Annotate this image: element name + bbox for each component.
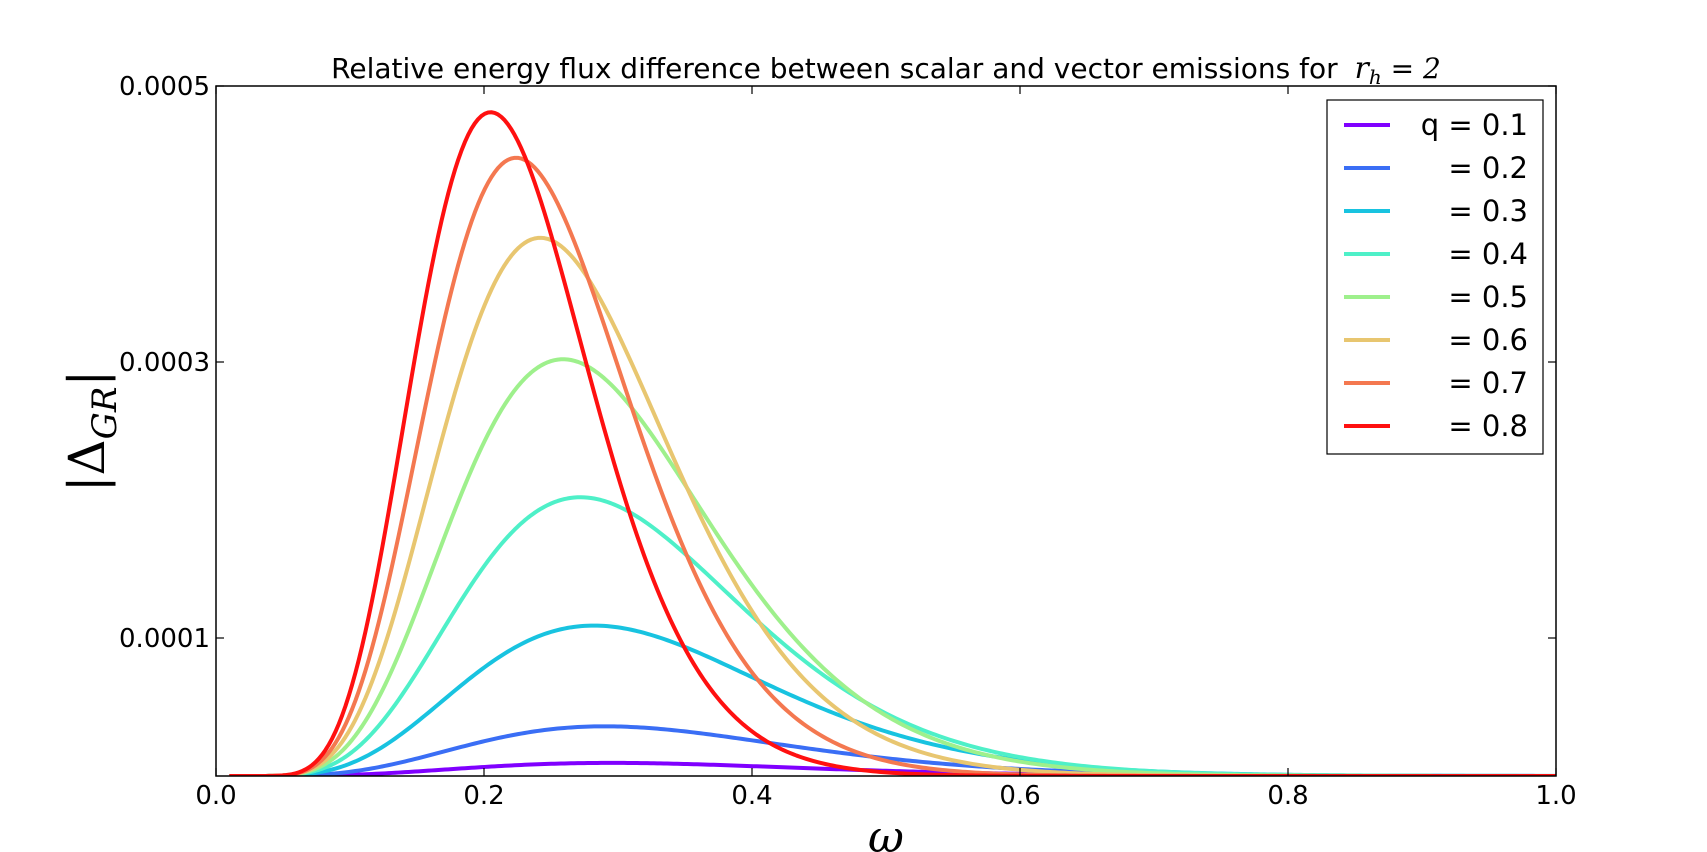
x-tick-label: 0.8 [1267, 781, 1308, 811]
x-tick-label: 0.0 [195, 781, 236, 811]
x-tick-label: 1.0 [1535, 781, 1576, 811]
legend-label: = 0.6 [1448, 323, 1528, 357]
series-line-7 [229, 155, 1556, 776]
y-label-bar-right: | [58, 370, 116, 387]
y-tick-label: 0.0003 [119, 348, 210, 378]
chart-title-math-sub: h [1369, 65, 1382, 89]
legend: q = 0.1 = 0.2 = 0.3 = 0.4 = 0.5 = 0.6 = 0.7 = 0… [1326, 99, 1544, 455]
legend-label: = 0.3 [1448, 194, 1528, 228]
chart-title-math-tail: = 2 [1382, 52, 1441, 85]
legend-box [1326, 99, 1544, 455]
legend-label: = 0.7 [1448, 366, 1528, 400]
x-tick-label: 0.6 [999, 781, 1040, 811]
legend-label: = 0.2 [1448, 151, 1528, 185]
chart-title-text: Relative energy flux difference between … [331, 52, 1338, 85]
ticks-group: 0.0 0.2 0.4 0.6 0.8 1.0 0.0001 0.0003 0.0005 [119, 72, 1577, 811]
series-line-8 [229, 110, 1556, 776]
y-label-bar-left: | [58, 475, 116, 492]
legend-label: q = 0.1 [1421, 108, 1528, 142]
chart-title-math: r [1355, 51, 1371, 86]
svg-text:|ΔGR|: |ΔGR| [58, 370, 125, 493]
legend-items: q = 0.1 = 0.2 = 0.3 = 0.4 = 0.5 = 0.6 = 0.7 = 0… [1344, 108, 1528, 443]
x-tick-label: 0.4 [731, 781, 772, 811]
y-tick-label: 0.0005 [119, 72, 210, 102]
plot-frame [215, 85, 1557, 777]
chart-title: Relative energy flux difference between … [331, 51, 1441, 89]
legend-label: = 0.4 [1448, 237, 1528, 271]
x-tick-label: 0.2 [463, 781, 504, 811]
x-axis-label: ω [868, 812, 904, 852]
legend-label: = 0.5 [1448, 280, 1528, 314]
series-line-3 [229, 623, 1556, 776]
y-tick-label: 0.0001 [119, 624, 210, 654]
y-label-symbol: Δ [58, 439, 116, 475]
y-label-sub: GR [85, 387, 125, 440]
y-axis-label: |ΔGR| [58, 370, 125, 493]
legend-label: = 0.8 [1448, 409, 1528, 443]
